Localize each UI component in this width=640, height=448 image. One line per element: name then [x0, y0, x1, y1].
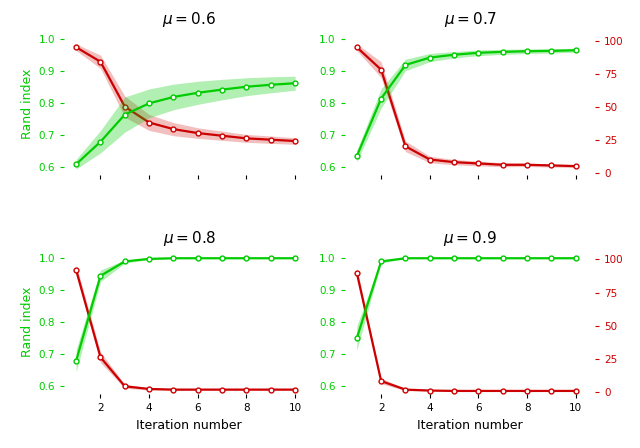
Title: $\mu = 0.6$: $\mu = 0.6$ — [163, 10, 216, 30]
Title: $\mu = 0.9$: $\mu = 0.9$ — [443, 229, 497, 248]
Y-axis label: Rand index: Rand index — [21, 68, 35, 138]
X-axis label: Iteration number: Iteration number — [136, 419, 242, 432]
Title: $\mu = 0.8$: $\mu = 0.8$ — [163, 229, 216, 248]
Y-axis label: Rand index: Rand index — [21, 287, 35, 358]
Title: $\mu = 0.7$: $\mu = 0.7$ — [444, 10, 496, 30]
X-axis label: Iteration number: Iteration number — [417, 419, 523, 432]
